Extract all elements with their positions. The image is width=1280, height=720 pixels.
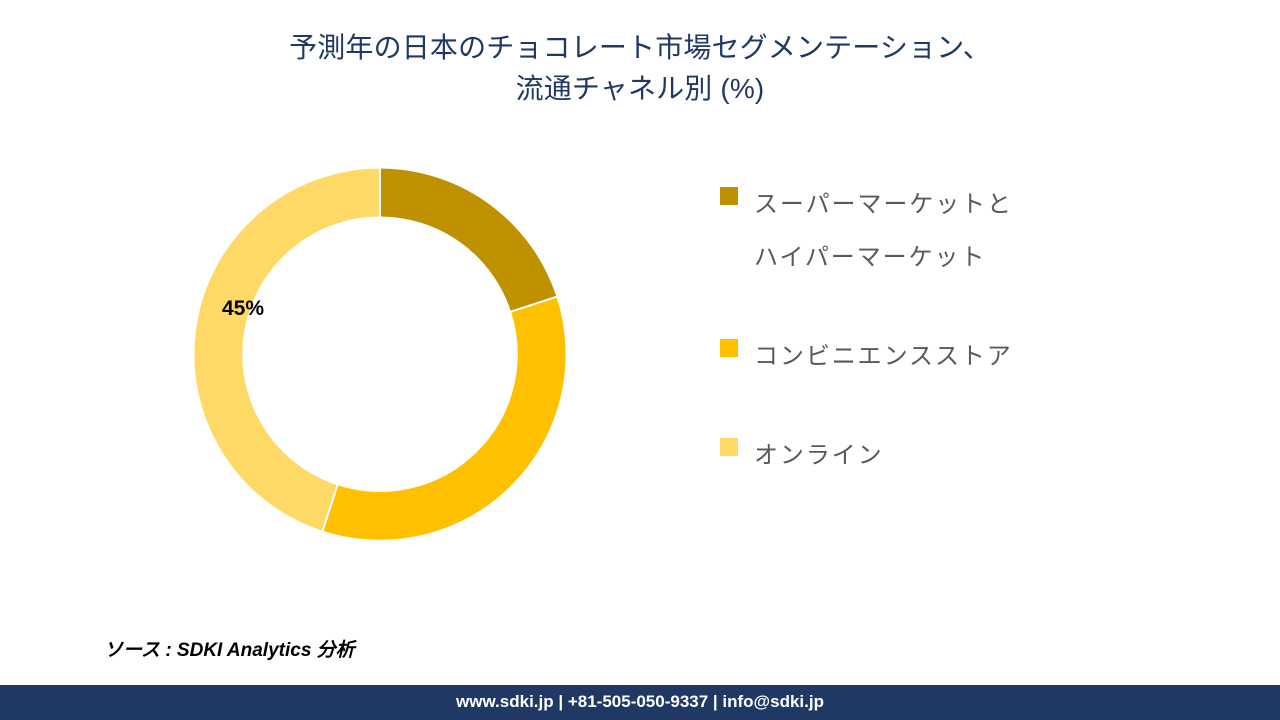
title-line-1: 予測年の日本のチョコレート市場セグメンテーション、 [0, 28, 1280, 69]
donut-segment-online [193, 168, 380, 532]
legend-marker [720, 438, 738, 456]
legend-label: スーパーマーケットとハイパーマーケット [754, 179, 1013, 285]
legend-item: スーパーマーケットとハイパーマーケット [720, 179, 1013, 285]
donut-segment-supermarket_hypermarket [380, 168, 557, 312]
content-area: 45% スーパーマーケットとハイパーマーケットコンビニエンスストアオンライン [0, 109, 1280, 579]
footer-contact: www.sdki.jp | +81-505-050-9337 | info@sd… [0, 685, 1280, 720]
legend-item: コンビニエンスストア [720, 331, 1013, 384]
legend-label: オンライン [754, 430, 884, 483]
legend-marker [720, 187, 738, 205]
title-line-2: 流通チャネル別 (%) [0, 69, 1280, 110]
donut-value-label: 45% [222, 297, 264, 321]
source-attribution: ソース : SDKI Analytics 分析 [104, 635, 355, 662]
donut-chart: 45% [160, 139, 600, 579]
donut-segment-convenience_store [322, 297, 566, 541]
legend: スーパーマーケットとハイパーマーケットコンビニエンスストアオンライン [720, 179, 1013, 528]
chart-title: 予測年の日本のチョコレート市場セグメンテーション、 流通チャネル別 (%) [0, 0, 1280, 109]
legend-label: コンビニエンスストア [754, 331, 1013, 384]
legend-marker [720, 339, 738, 357]
legend-item: オンライン [720, 430, 1013, 483]
